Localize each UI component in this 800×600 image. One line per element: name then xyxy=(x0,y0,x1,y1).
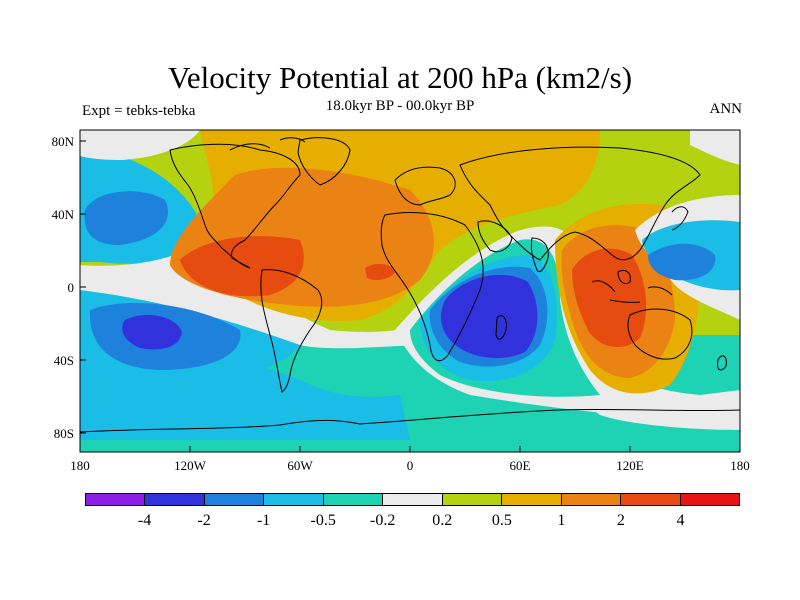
xtick-label: 180 xyxy=(70,458,90,473)
coastline-madagascar xyxy=(495,315,507,340)
ytick-label: 0 xyxy=(67,280,75,295)
ytick-label: 40N xyxy=(51,207,74,222)
colorbar-label: 2 xyxy=(616,512,625,529)
coastline-south-america xyxy=(260,269,323,393)
colorbar-box xyxy=(621,494,681,505)
colorbar-label: 4 xyxy=(676,512,685,529)
colorbar-label: -0.2 xyxy=(370,512,396,529)
xtick-label: 120E xyxy=(616,458,644,473)
coastline-africa xyxy=(380,211,484,362)
colorbar-label: -2 xyxy=(197,512,211,529)
xtick-label: 0 xyxy=(406,458,414,473)
colorbar-box xyxy=(264,494,324,505)
colorbar-box xyxy=(86,494,146,505)
arctic-grey-east xyxy=(690,130,740,165)
atlantic-red-orange xyxy=(180,236,304,297)
axis-ticks xyxy=(80,140,631,452)
coastlines xyxy=(80,137,740,433)
coastline-australia xyxy=(627,308,693,360)
coastline-antarctica xyxy=(80,408,740,433)
arctic-grey-west xyxy=(80,130,200,160)
maritime-red-orange xyxy=(572,248,647,348)
coastline-new-zealand xyxy=(717,355,727,371)
colorbar-box xyxy=(502,494,562,505)
colorbar-box xyxy=(680,494,739,505)
south-pacific-blue-core xyxy=(122,314,182,350)
coastline-india xyxy=(530,237,549,273)
coastline-asia xyxy=(459,146,701,261)
coastline-arctic-islands xyxy=(229,137,306,151)
coastline-sumatra xyxy=(591,280,616,293)
coastline-north-america xyxy=(169,143,301,269)
north-pacific-blue xyxy=(84,191,168,245)
experiment-label: Expt = tebks-tebka xyxy=(82,103,196,119)
colorbar-box xyxy=(561,494,622,505)
colorbar-label: -0.5 xyxy=(310,512,336,529)
period-label: 18.0kyr BP - 00.0kyr BP xyxy=(325,98,475,114)
tropical-atlantic-spot xyxy=(365,263,395,280)
colorbar-box xyxy=(323,494,384,505)
indian-blue-core xyxy=(440,274,538,358)
ytick-label: 80N xyxy=(51,134,74,149)
colorbar-box xyxy=(383,494,443,505)
contour-field xyxy=(80,130,740,452)
coastline-new-guinea xyxy=(647,286,673,296)
xtick-label: 180 xyxy=(730,458,750,473)
coastline-arabia xyxy=(477,220,513,253)
plot-title: Velocity Potential at 200 hPa (km2/s) xyxy=(167,60,633,95)
colorbar-label: -4 xyxy=(137,512,152,529)
coastline-java xyxy=(609,299,641,303)
colorbar-label: -1 xyxy=(256,512,271,529)
colorbar-box xyxy=(442,494,503,505)
xtick-label: 60E xyxy=(509,458,531,473)
coastline-europe xyxy=(394,166,456,206)
ytick-label: 80S xyxy=(53,426,74,441)
ytick-label: 40S xyxy=(53,353,74,368)
colorbar-box xyxy=(204,494,265,505)
season-label: ANN xyxy=(709,101,743,117)
nw-pacific-mid-blue xyxy=(648,243,716,281)
coastline-greenland xyxy=(297,137,351,186)
colorbar-label: 0.5 xyxy=(491,512,512,529)
colorbar xyxy=(85,493,740,506)
xtick-label: 120W xyxy=(174,458,206,473)
coastline-japan xyxy=(671,206,689,231)
colorbar-label: 1 xyxy=(557,512,566,529)
colorbar-box xyxy=(145,494,205,505)
colorbar-label: 0.2 xyxy=(432,512,453,529)
antarctic-grey xyxy=(580,395,740,430)
xtick-label: 60W xyxy=(287,458,313,473)
coastline-borneo xyxy=(617,269,631,285)
